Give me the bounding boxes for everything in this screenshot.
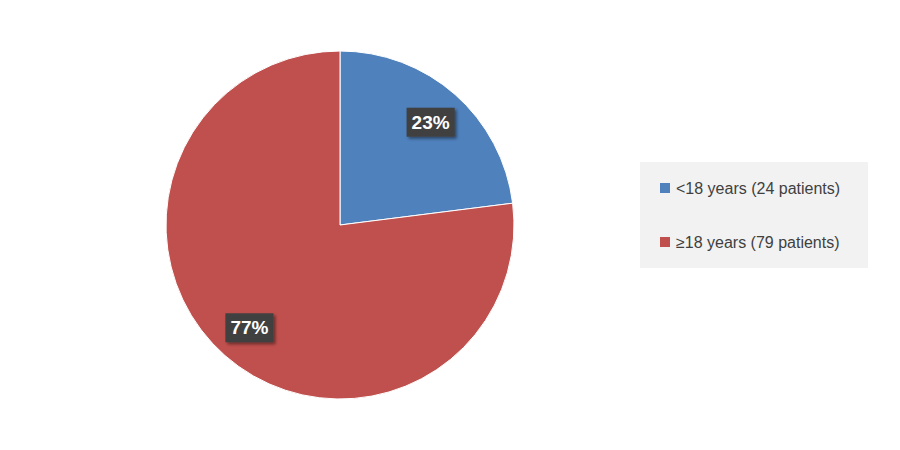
legend: <18 years (24 patients) ≥18 years (79 pat… [640,162,868,268]
legend-background [640,162,868,268]
data-label-group: 23% [407,108,455,137]
chart: 23% 77% <18 years (24 patients) ≥18 years (… [0,0,900,450]
data-label: 23% [412,112,450,133]
legend-label: <18 years (24 patients) [676,180,840,197]
data-label-box [407,108,455,137]
legend-label: ≥18 years (79 patients) [676,234,840,251]
pie [166,51,514,399]
legend-swatch [660,237,670,247]
legend-swatch [660,183,670,193]
pie-slice [340,51,513,225]
data-label-group: 77% [225,313,273,342]
data-labels: 23% 77% [225,108,454,343]
data-label: 77% [230,317,268,338]
pie-slice [166,51,514,399]
data-label-box [225,313,273,342]
